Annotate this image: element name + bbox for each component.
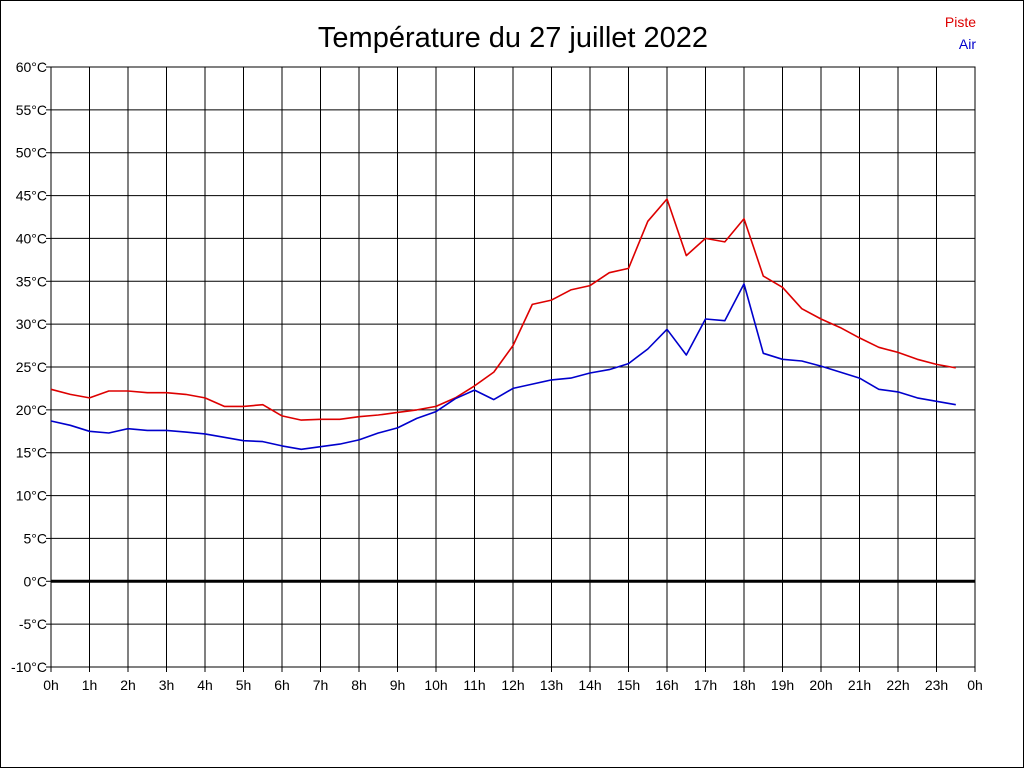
y-tick-label: 5°C bbox=[24, 530, 48, 546]
x-tick-label: 7h bbox=[313, 677, 329, 693]
x-tick-label: 8h bbox=[351, 677, 367, 693]
y-tick-label: 60°C bbox=[16, 59, 47, 75]
x-tick-label: 17h bbox=[694, 677, 717, 693]
y-tick-label: 30°C bbox=[16, 316, 47, 332]
x-tick-label: 16h bbox=[655, 677, 678, 693]
legend-entry-air: Air bbox=[959, 36, 976, 52]
x-tick-label: 11h bbox=[463, 677, 485, 693]
y-tick-label: -10°C bbox=[11, 659, 47, 675]
axes: 0h 1h 2h 3h 4h 5h 6h 7h 8h 9h 10h 11h 12h 13h 14h 15h 16… bbox=[11, 59, 983, 693]
y-tick-label: 40°C bbox=[16, 230, 47, 246]
x-tick-label: 12h bbox=[501, 677, 524, 693]
x-tick-label: 20h bbox=[809, 677, 832, 693]
x-tick-label: 21h bbox=[848, 677, 871, 693]
x-tick-label: 22h bbox=[886, 677, 909, 693]
x-tick-label: 1h bbox=[82, 677, 98, 693]
x-tick-label: 10h bbox=[424, 677, 447, 693]
x-tick-label: 19h bbox=[771, 677, 794, 693]
x-tick-label: 18h bbox=[732, 677, 755, 693]
y-tick-label: 50°C bbox=[16, 145, 47, 161]
legend: Piste Air bbox=[945, 14, 976, 52]
y-tick-label: 0°C bbox=[24, 573, 48, 589]
x-tick-label: 15h bbox=[617, 677, 640, 693]
x-tick-label: 0h bbox=[967, 677, 983, 693]
y-tick-label: 20°C bbox=[16, 402, 47, 418]
x-tick-label: 14h bbox=[578, 677, 601, 693]
series-line-piste bbox=[50, 198, 956, 421]
x-tick-label: 23h bbox=[925, 677, 948, 693]
x-tick-label: 4h bbox=[197, 677, 213, 693]
series-line-air bbox=[50, 283, 956, 451]
y-tick-label: 45°C bbox=[16, 188, 47, 204]
x-tick-label: 6h bbox=[274, 677, 290, 693]
y-tick-label: 15°C bbox=[16, 445, 47, 461]
grid bbox=[46, 66, 976, 672]
x-tick-label: 0h bbox=[43, 677, 59, 693]
x-tick-label: 13h bbox=[540, 677, 563, 693]
series-lines bbox=[50, 198, 956, 451]
x-tick-label: 2h bbox=[120, 677, 136, 693]
y-tick-label: 55°C bbox=[16, 102, 47, 118]
y-tick-label: 10°C bbox=[16, 488, 47, 504]
legend-entry-piste: Piste bbox=[945, 14, 976, 30]
y-tick-label: 25°C bbox=[16, 359, 47, 375]
x-tick-label: 5h bbox=[236, 677, 252, 693]
y-tick-label: 35°C bbox=[16, 273, 47, 289]
y-tick-label: -5°C bbox=[19, 616, 47, 632]
x-tick-label: 9h bbox=[390, 677, 406, 693]
x-tick-label: 3h bbox=[159, 677, 175, 693]
chart-title: Température du 27 juillet 2022 bbox=[318, 22, 708, 54]
